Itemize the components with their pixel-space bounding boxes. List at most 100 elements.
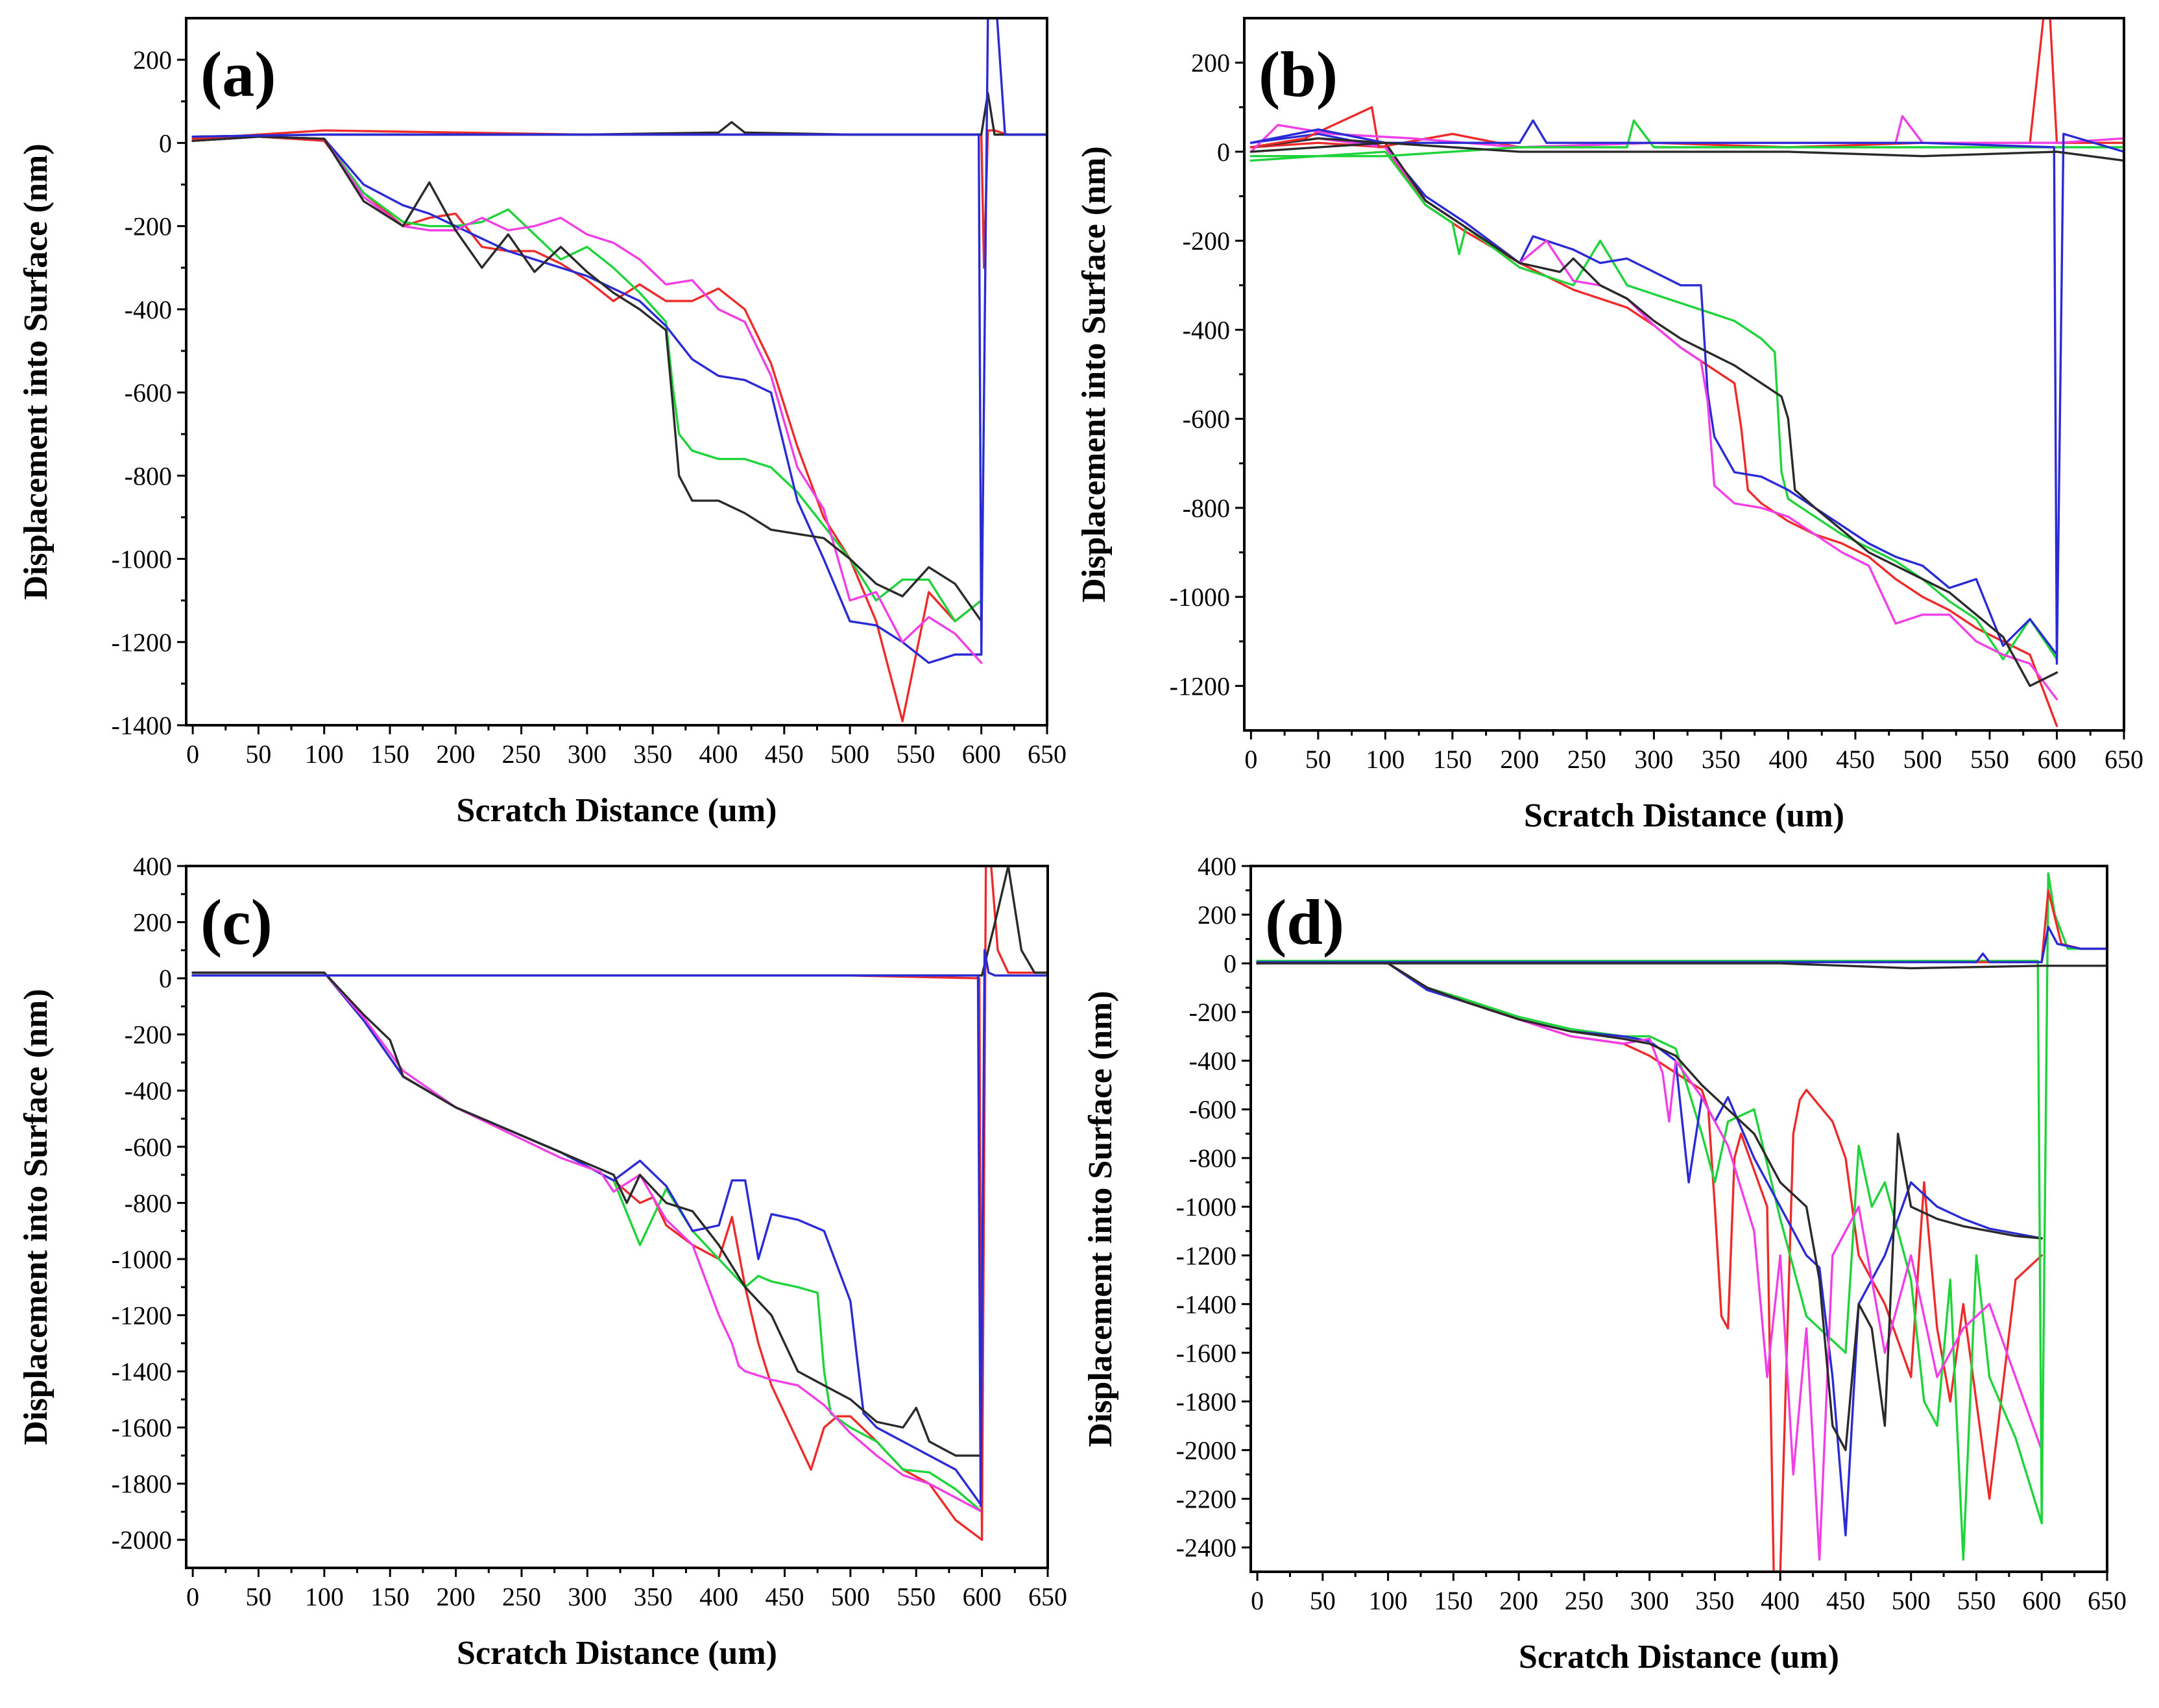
- x-tick-label: 350: [1695, 1586, 1734, 1615]
- series-line-red: [191, 971, 983, 1541]
- chart-panel-1: 0 50 100 150 200 250 300 350 400 450 500 550 600 650 2…: [18, 17, 1067, 829]
- y-tick-label: 0: [159, 964, 172, 993]
- x-tick-label: 100: [305, 740, 344, 769]
- y-axis-title: Displacement into Surface (nm): [1082, 991, 1119, 1447]
- series-line-red-baseline: [191, 866, 1048, 1541]
- plot-frame: [185, 17, 1048, 727]
- x-tick-label: 550: [1970, 745, 2009, 774]
- x-tick-label: 200: [436, 740, 475, 769]
- y-tick-label: -400: [1183, 315, 1230, 344]
- series-line-blue: [191, 971, 983, 1508]
- y-tick-label: 0: [1217, 138, 1230, 167]
- y-tick-label: -1200: [1170, 671, 1230, 701]
- series-line-magenta: [191, 971, 983, 1513]
- y-tick-label: 0: [1224, 949, 1236, 978]
- y-tick-label: -400: [1189, 1046, 1236, 1076]
- y-tick-label: -1200: [112, 1301, 172, 1330]
- x-tick-label: 500: [1892, 1586, 1931, 1615]
- x-tick-label: 400: [699, 740, 738, 769]
- y-tick-label: -1000: [1170, 583, 1230, 612]
- series-line-blue: [191, 135, 983, 664]
- y-tick-label: -400: [125, 295, 172, 324]
- y-tick-label: 0: [159, 128, 172, 158]
- x-tick-label: 400: [699, 1582, 738, 1611]
- x-tick-label: 450: [1836, 745, 1875, 774]
- series-line-red-baseline: [1256, 889, 2107, 963]
- series-line-magenta: [191, 135, 983, 664]
- x-tick-label: 450: [766, 1582, 804, 1611]
- y-tick-label: -800: [1183, 494, 1230, 523]
- x-tick-label: 650: [1028, 740, 1067, 769]
- x-tick-label: 300: [568, 1582, 607, 1611]
- y-tick-label: 200: [1191, 49, 1230, 78]
- x-tick-label: 0: [1251, 1586, 1264, 1615]
- y-tick-label: -1400: [1176, 1290, 1236, 1319]
- x-tick-label: 600: [2022, 1586, 2061, 1615]
- x-tick-label: 600: [2037, 745, 2076, 774]
- y-axis-title: Displacement into Surface (nm): [18, 989, 54, 1445]
- series-line-red: [191, 135, 983, 723]
- x-tick-label: 550: [896, 740, 935, 769]
- y-tick-label: -1800: [112, 1469, 172, 1498]
- y-tick-label: 200: [1198, 900, 1236, 930]
- y-tick-label: -600: [1189, 1095, 1236, 1124]
- series-line-magenta: [1249, 137, 2058, 701]
- chart-panel-3: 0 50 100 150 200 250 300 350 400 450 500 550 600 650 4…: [18, 852, 1067, 1672]
- series-line-black-baseline: [1249, 141, 2124, 162]
- x-tick-label: 500: [1903, 745, 1942, 774]
- x-tick-label: 350: [633, 740, 672, 769]
- series-line-green-baseline: [1256, 872, 2107, 1524]
- y-tick-label: 200: [133, 45, 172, 75]
- x-tick-label: 100: [305, 1582, 344, 1611]
- x-tick-label: 250: [502, 740, 541, 769]
- panel-label: (a): [200, 38, 276, 110]
- y-tick-label: -1400: [112, 711, 172, 740]
- x-tick-label: 350: [1702, 745, 1741, 774]
- series-line-magenta: [1256, 959, 2043, 1561]
- x-tick-label: 150: [1433, 745, 1472, 774]
- y-tick-label: -800: [1189, 1144, 1236, 1173]
- y-tick-label: -2200: [1176, 1484, 1236, 1513]
- series-line-black-baseline: [191, 866, 1048, 977]
- x-tick-label: 650: [1028, 1582, 1067, 1611]
- x-tick-label: 300: [568, 740, 607, 769]
- y-tick-label: -1600: [112, 1413, 172, 1443]
- y-tick-label: -1800: [1176, 1387, 1236, 1416]
- y-tick-label: -200: [125, 212, 172, 241]
- x-tick-label: 150: [1434, 1586, 1473, 1615]
- series-line-blue-baseline: [191, 18, 1047, 656]
- series-line-black: [1249, 137, 2058, 688]
- y-tick-label: -2000: [112, 1526, 172, 1555]
- plot-frame: [185, 865, 1049, 1569]
- x-tick-label: 650: [2088, 1586, 2127, 1615]
- series-group: [1249, 18, 2124, 727]
- y-axis-title: Displacement into Surface (nm): [18, 143, 54, 599]
- series-line-blue: [1249, 132, 2058, 656]
- series-line-blue: [1256, 959, 2043, 1537]
- y-tick-label: -600: [125, 378, 172, 407]
- x-tick-label: 200: [1499, 1586, 1538, 1615]
- x-tick-label: 350: [634, 1582, 673, 1611]
- series-line-green-baseline: [1249, 119, 2124, 158]
- y-tick-label: -400: [125, 1076, 172, 1105]
- y-tick-label: -2000: [1176, 1436, 1236, 1465]
- series-line-blue-baseline: [1256, 926, 2107, 963]
- series-line-black: [191, 971, 983, 1457]
- x-tick-label: 400: [1761, 1586, 1800, 1615]
- series-line-red: [1256, 959, 2043, 1572]
- x-tick-label: 150: [370, 740, 409, 769]
- y-tick-label: -1200: [112, 628, 172, 657]
- y-axis-title: Displacement into Surface (nm): [1076, 146, 1113, 602]
- x-tick-label: 450: [1826, 1586, 1865, 1615]
- chart-panel-4: 0 50 100 150 200 250 300 350 400 450 500 550 600 650 4…: [1082, 852, 2127, 1676]
- plot-frame: [1249, 865, 2108, 1573]
- x-tick-label: 0: [186, 1582, 199, 1611]
- y-tick-label: -1400: [112, 1357, 172, 1386]
- series-line-green: [1256, 959, 2043, 1561]
- series-group: [1256, 872, 2107, 1572]
- series-line-black: [1256, 959, 2043, 1452]
- x-tick-label: 600: [962, 740, 1001, 769]
- x-tick-label: 250: [1567, 745, 1606, 774]
- y-tick-label: -1000: [112, 1245, 172, 1274]
- y-tick-label: -800: [125, 1188, 172, 1218]
